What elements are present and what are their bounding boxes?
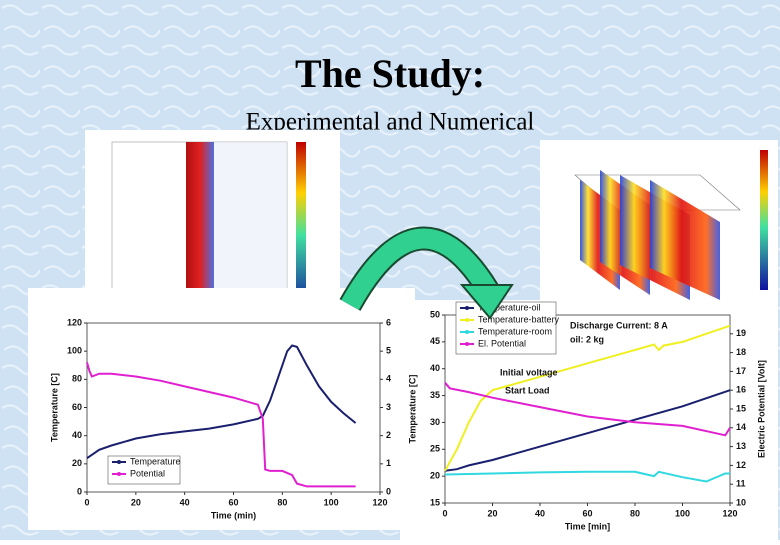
simulation-image-2 <box>540 140 778 305</box>
x-tick-label: 20 <box>487 508 497 518</box>
legend-box <box>455 301 557 355</box>
y-tick-label: 30 <box>430 417 440 427</box>
y-tick-label: 120 <box>67 317 82 327</box>
x-tick-label: 100 <box>675 508 690 518</box>
series-line <box>444 470 730 483</box>
x-axis-label: Time (min) <box>211 510 256 520</box>
y2-tick-label: 17 <box>736 366 746 376</box>
x-tick-label: 80 <box>277 497 287 507</box>
y-tick-label: 100 <box>67 346 82 356</box>
legend-label: El. Potential <box>478 338 526 348</box>
y2-tick-label: 16 <box>736 385 746 395</box>
y-tick-label: 20 <box>430 471 440 481</box>
y-tick-label: 60 <box>72 402 82 412</box>
legend-label: Temperature-room <box>478 326 552 336</box>
legend-marker <box>465 330 469 334</box>
x-tick-label: 40 <box>180 497 190 507</box>
legend-label: Potential <box>130 468 165 478</box>
y2-tick-label: 5 <box>386 346 391 356</box>
legend-label: Temperature-oil <box>478 302 541 312</box>
y2-tick-label: 12 <box>736 460 746 470</box>
slide-title: The Study: <box>295 51 485 96</box>
y-tick-label: 45 <box>430 336 440 346</box>
y2-tick-label: 4 <box>386 374 391 384</box>
x-tick-label: 120 <box>372 497 387 507</box>
x-tick-label: 0 <box>442 508 447 518</box>
y2-tick-label: 11 <box>736 479 746 489</box>
arrow-head <box>459 284 514 320</box>
legend-marker <box>465 342 469 346</box>
y-tick-label: 40 <box>430 363 440 373</box>
y2-tick-label: 2 <box>386 430 391 440</box>
y2-tick-label: 15 <box>736 403 746 413</box>
y2-tick-label: 18 <box>736 347 746 357</box>
y-tick-label: 0 <box>77 486 82 496</box>
annotation: oil: 2 kg <box>570 334 604 344</box>
annotation: Initial voltage <box>500 367 558 377</box>
y2-tick-label: 14 <box>736 422 746 432</box>
legend-label: Temperature-battery <box>478 314 560 324</box>
y-axis-label: Temperature [C] <box>49 373 59 442</box>
y-axis-label: Temperature [C] <box>407 375 417 444</box>
series-line <box>444 389 731 472</box>
x-tick-label: 60 <box>228 497 238 507</box>
x-tick-label: 60 <box>582 508 592 518</box>
series-line <box>86 344 357 460</box>
y-tick-label: 15 <box>430 497 440 507</box>
legend-marker <box>117 460 121 464</box>
x-tick-label: 0 <box>84 497 89 507</box>
y-tick-label: 80 <box>72 374 82 384</box>
series-line <box>444 382 731 437</box>
y-tick-label: 40 <box>72 430 82 440</box>
arrow-body <box>341 228 497 310</box>
y-tick-label: 25 <box>430 444 440 454</box>
series-line <box>444 324 731 472</box>
y2-tick-label: 13 <box>736 441 746 451</box>
y-tick-label: 50 <box>430 309 440 319</box>
x-tick-label: 120 <box>722 508 737 518</box>
y-tick-label: 35 <box>430 390 440 400</box>
legend-label: Temperature <box>130 456 181 466</box>
x-tick-label: 100 <box>324 497 339 507</box>
y2-tick-label: 19 <box>736 328 746 338</box>
x-axis-label: Time [min] <box>565 521 610 531</box>
legend-marker <box>465 318 469 322</box>
series-line <box>86 362 356 488</box>
x-tick-label: 80 <box>630 508 640 518</box>
annotation: Start Load <box>505 385 550 395</box>
legend-marker <box>117 472 121 476</box>
annotation: Discharge Current: 8 A <box>570 320 668 330</box>
y2-tick-label: 6 <box>386 317 391 327</box>
y2-tick-label: 0 <box>386 486 391 496</box>
x-tick-label: 40 <box>535 508 545 518</box>
y2-tick-label: 10 <box>736 497 746 507</box>
x-tick-label: 20 <box>131 497 141 507</box>
y2-tick-label: 1 <box>386 458 391 468</box>
legend-marker <box>465 306 469 310</box>
y2-axis-label: Electric Potential [Volt] <box>756 360 766 458</box>
y-tick-label: 20 <box>72 458 82 468</box>
chart-panel <box>28 288 415 530</box>
y2-tick-label: 3 <box>386 402 391 412</box>
